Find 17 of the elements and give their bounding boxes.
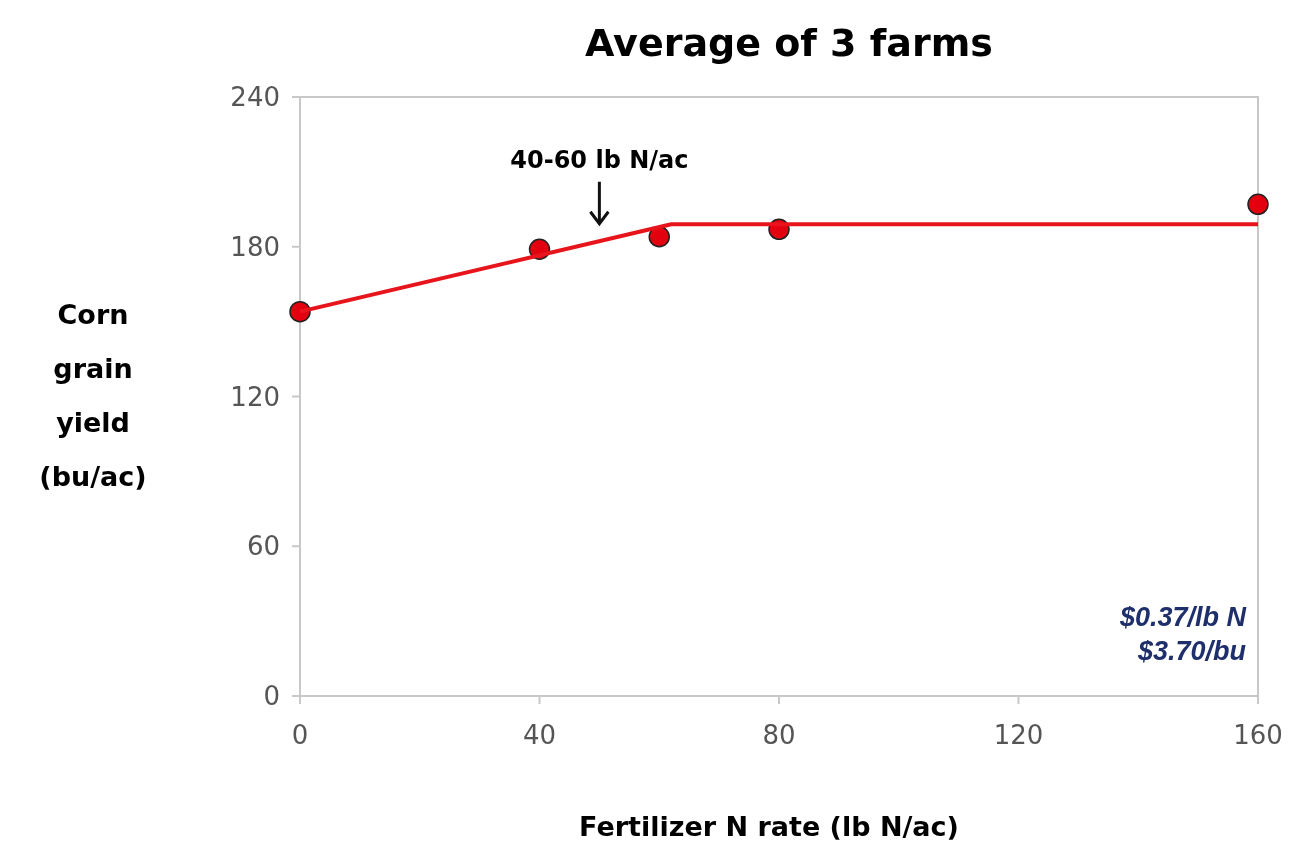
annotation: $3.70/bu [1136, 636, 1247, 666]
y-tick-label: 180 [230, 231, 280, 262]
point [1247, 193, 1269, 216]
x-tick-label: 0 [291, 720, 309, 750]
annotation: 40-60 lb N/ac [510, 145, 689, 174]
chart-title: Average of 3 farms [585, 21, 993, 65]
y-tick-label: 60 [246, 531, 280, 562]
x-tick-label: 160 [1233, 720, 1283, 750]
x-tick-label: 120 [993, 720, 1044, 750]
y-tick-label: 240 [230, 82, 280, 113]
y-tick-label: 120 [230, 381, 280, 412]
y-axis-title: Corn grain yield (bu/ac) [39, 298, 147, 492]
x-axis-title: Fertilizer N rate (lb N/ac) [579, 811, 959, 842]
annotation: $0.37/lb N [1118, 602, 1247, 632]
x-tick-label: 80 [762, 720, 796, 750]
y-tick-label: 0 [263, 681, 280, 712]
x-tick-label: 40 [522, 720, 557, 750]
